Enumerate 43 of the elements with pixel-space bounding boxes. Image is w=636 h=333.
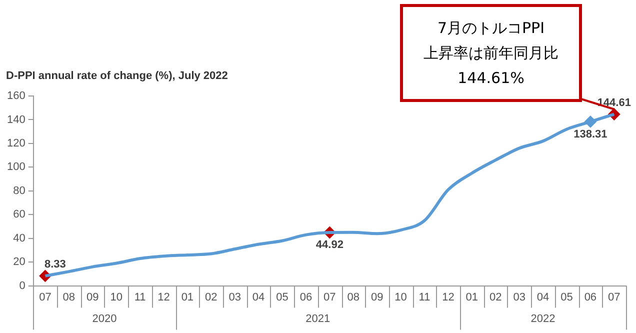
x-tick-label: 09 bbox=[86, 291, 99, 304]
y-tick-label: 20 bbox=[13, 256, 26, 268]
y-tick-label: 140 bbox=[6, 114, 26, 126]
x-tick-label: 02 bbox=[489, 291, 502, 304]
x-tick-label: 05 bbox=[276, 291, 288, 304]
x-tick-label: 06 bbox=[300, 291, 312, 304]
x-tick-label: 05 bbox=[560, 291, 573, 304]
y-tick-label: 60 bbox=[13, 208, 26, 221]
x-tick-label: 07 bbox=[39, 291, 52, 304]
x-tick-label: 11 bbox=[418, 291, 430, 304]
y-tick-label: 0 bbox=[19, 280, 26, 292]
x-tick-label: 03 bbox=[228, 291, 241, 304]
x-tick-label: 12 bbox=[158, 291, 170, 304]
data-label: 8.33 bbox=[44, 258, 66, 270]
x-tick-label: 04 bbox=[536, 291, 550, 304]
x-tick-label: 11 bbox=[134, 291, 146, 304]
x-tick-label: 01 bbox=[181, 291, 194, 304]
chart-title: D-PPI annual rate of change (%), July 2022 bbox=[6, 70, 228, 82]
x-tick-label: 03 bbox=[513, 291, 526, 304]
y-tick-label: 100 bbox=[6, 161, 26, 174]
data-label: 144.61 bbox=[597, 96, 631, 109]
y-tick-label: 160 bbox=[6, 90, 26, 102]
x-tick-label: 10 bbox=[110, 291, 122, 304]
x-tick-label: 08 bbox=[62, 291, 76, 304]
x-tick-label: 02 bbox=[205, 291, 218, 304]
x-tick-label: 12 bbox=[442, 291, 454, 304]
x-tick-label: 06 bbox=[584, 291, 597, 304]
y-tick-label: 80 bbox=[13, 184, 26, 197]
y-tick-label: 120 bbox=[6, 137, 26, 150]
data-label: 44.92 bbox=[316, 239, 344, 252]
x-tick-label: 08 bbox=[347, 291, 360, 304]
x-tick-label: 01 bbox=[466, 291, 478, 304]
text: 2021 bbox=[306, 312, 330, 325]
x-tick-label: 09 bbox=[370, 291, 384, 304]
data-label: 138.31 bbox=[574, 128, 608, 140]
text: 2020 bbox=[92, 312, 117, 325]
x-tick-label: 07 bbox=[608, 291, 620, 304]
x-tick-label: 10 bbox=[394, 291, 407, 304]
text: 2022 bbox=[530, 312, 556, 325]
x-tick-label: 04 bbox=[252, 291, 265, 304]
x-tick-label: 07 bbox=[324, 291, 336, 304]
text: 7月のトルコPPI 上昇率は前年同月比 144.61% bbox=[400, 4, 582, 102]
y-tick-label: 40 bbox=[13, 232, 26, 244]
